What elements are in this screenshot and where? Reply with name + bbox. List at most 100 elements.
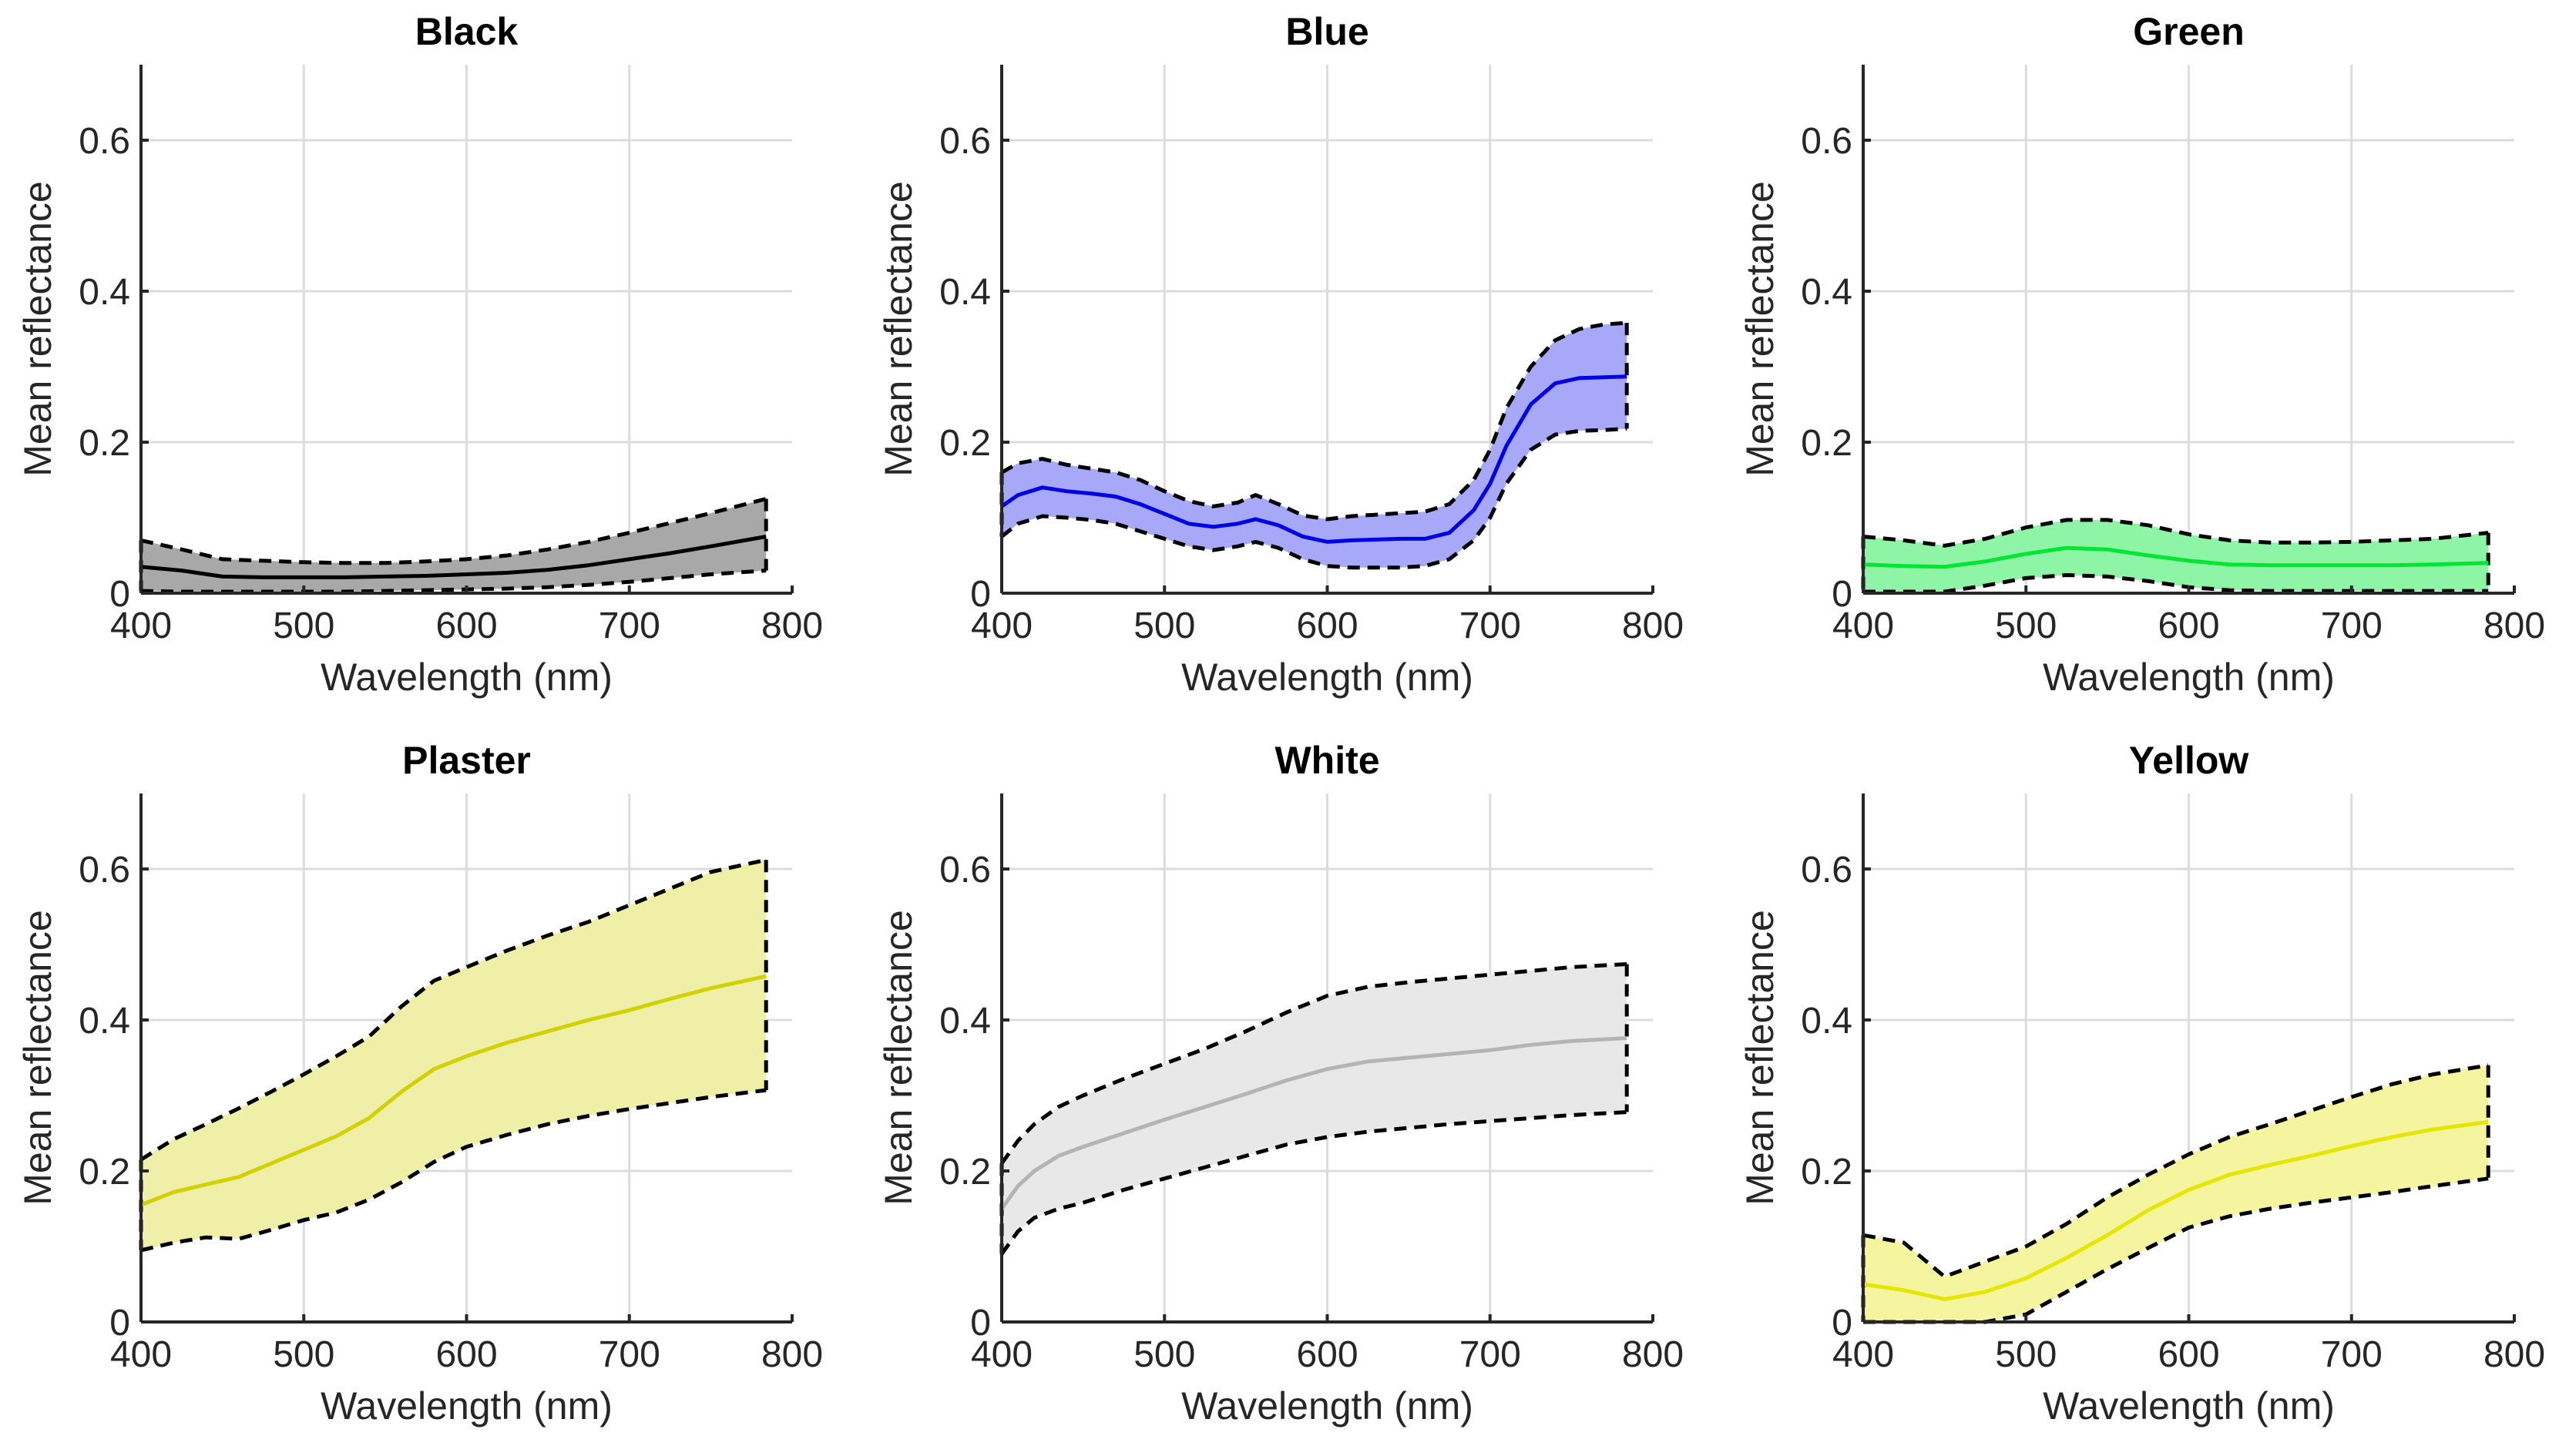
panel-title: Yellow (2129, 739, 2249, 782)
upper-bound-line (1862, 518, 2489, 548)
y-tick-label: 0 (970, 574, 991, 615)
y-tick-label: 0 (970, 1303, 991, 1344)
x-tick-label: 400 (110, 1334, 172, 1375)
panel-black: 400 500 600 700 800 0 0.2 0.4 0.6 Black Wavelength… (16, 10, 823, 699)
y-tick-label: 0.4 (1801, 1001, 1852, 1042)
panel-title: White (1274, 739, 1379, 782)
lower-bound-line (1000, 426, 1627, 570)
upper-bound-line (999, 962, 1627, 1165)
lower-bound-line (1863, 572, 2489, 594)
variance-band (1863, 1065, 2489, 1322)
x-axis-label: Wavelength (nm) (2043, 656, 2335, 699)
x-tick-label: 500 (1133, 606, 1195, 646)
x-tick-label: 500 (1133, 1334, 1195, 1375)
y-tick-label: 0.2 (79, 1152, 130, 1193)
x-tick-label: 700 (2321, 606, 2383, 646)
x-tick-label: 600 (2158, 1334, 2219, 1375)
mean-line (1000, 374, 1627, 544)
y-axis-label: Mean reflectance (16, 181, 59, 477)
y-tick-label: 0.4 (939, 1001, 991, 1042)
panel-title: Blue (1285, 10, 1368, 53)
y-tick-label: 0 (1832, 1303, 1852, 1344)
mean-line (999, 1036, 1627, 1210)
y-tick-label: 0.4 (939, 272, 991, 313)
x-tick-label: 500 (273, 606, 334, 646)
variance-band (1863, 519, 2489, 592)
x-tick-label: 800 (2483, 606, 2545, 646)
panel-plaster: 400 500 600 700 800 0 0.2 0.4 0.6 Plaster Waveleng… (16, 739, 823, 1427)
panel-blue: 400 500 600 700 800 0 0.2 0.4 0.6 Blue Wavelength … (877, 10, 1684, 699)
y-tick-label: 0.2 (939, 1152, 991, 1193)
y-axis-label: Mean reflectance (1738, 910, 1782, 1206)
x-tick-label: 700 (2321, 1334, 2383, 1375)
x-axis-label: Wavelength (nm) (321, 1384, 613, 1427)
x-tick-label: 400 (1832, 606, 1894, 646)
variance-band (141, 860, 767, 1250)
x-axis-label: Wavelength (nm) (321, 656, 613, 699)
x-tick-label: 600 (1296, 1334, 1358, 1375)
y-tick-label: 0 (1832, 574, 1852, 615)
y-tick-label: 0.4 (1801, 272, 1852, 313)
x-tick-label: 700 (1459, 1334, 1521, 1375)
variance-band (141, 498, 767, 592)
panel-title: Green (2133, 10, 2245, 53)
x-tick-label: 600 (435, 606, 497, 646)
panel-yellow: 400 500 600 700 800 0 0.2 0.4 0.6 Yellow Wavelengt… (1738, 739, 2545, 1427)
x-tick-label: 400 (971, 606, 1033, 646)
x-tick-label: 800 (1622, 606, 1684, 646)
x-tick-label: 400 (110, 606, 172, 646)
y-tick-label: 0.6 (939, 850, 991, 891)
y-tick-label: 0.2 (1801, 423, 1852, 464)
upper-bound-line (1862, 1063, 2489, 1280)
y-axis-label: Mean reflectance (1738, 181, 1782, 477)
x-tick-label: 700 (599, 606, 660, 646)
lower-bound-line (140, 1088, 767, 1253)
x-axis-label: Wavelength (nm) (2043, 1384, 2335, 1427)
y-axis-label: Mean reflectance (877, 910, 920, 1206)
x-tick-label: 800 (761, 1334, 823, 1375)
panel-title: Plaster (402, 739, 531, 782)
y-tick-label: 0 (109, 574, 130, 615)
mean-line (1862, 1119, 2489, 1302)
y-tick-label: 0.4 (79, 1001, 130, 1042)
x-tick-label: 500 (273, 1334, 334, 1375)
x-axis-label: Wavelength (nm) (1181, 1384, 1473, 1427)
x-tick-label: 400 (971, 1334, 1033, 1375)
x-tick-label: 700 (599, 1334, 660, 1375)
x-tick-label: 800 (761, 606, 823, 646)
y-tick-label: 0.6 (79, 121, 130, 162)
mean-line (140, 974, 767, 1207)
mean-line (140, 535, 767, 579)
upper-bound-line (140, 497, 767, 565)
y-tick-label: 0 (109, 1303, 130, 1344)
y-tick-label: 0.6 (1801, 121, 1852, 162)
upper-bound-line (139, 857, 767, 1162)
y-tick-label: 0.2 (1801, 1152, 1852, 1193)
y-tick-label: 0.6 (1801, 850, 1852, 891)
y-axis-label: Mean reflectance (16, 910, 59, 1206)
lower-bound-line (999, 1110, 1627, 1256)
mean-line (1862, 545, 2489, 569)
y-tick-label: 0.2 (79, 423, 130, 464)
panel-white: 400 500 600 700 800 0 0.2 0.4 0.6 White Wavelength… (877, 739, 1684, 1427)
x-tick-label: 500 (1995, 606, 2057, 646)
x-tick-label: 600 (2158, 606, 2219, 646)
y-tick-label: 0.6 (79, 850, 130, 891)
x-axis-label: Wavelength (nm) (1181, 656, 1473, 699)
x-tick-label: 500 (1995, 1334, 2057, 1375)
x-tick-label: 800 (1622, 1334, 1684, 1375)
y-tick-label: 0.6 (939, 121, 991, 162)
x-tick-label: 400 (1832, 1334, 1894, 1375)
panel-green: 400 500 600 700 800 0 0.2 0.4 0.6 Green Wavelength… (1738, 10, 2545, 699)
y-tick-label: 0.2 (939, 423, 991, 464)
y-axis-label: Mean reflectance (877, 181, 920, 477)
panel-title: Black (415, 10, 519, 53)
y-tick-label: 0.4 (79, 272, 130, 313)
upper-bound-line (1000, 320, 1627, 522)
variance-band (1002, 323, 1627, 568)
x-tick-label: 700 (1459, 606, 1521, 646)
x-tick-label: 600 (1296, 606, 1358, 646)
x-tick-label: 800 (2483, 1334, 2545, 1375)
variance-band (1002, 964, 1627, 1254)
